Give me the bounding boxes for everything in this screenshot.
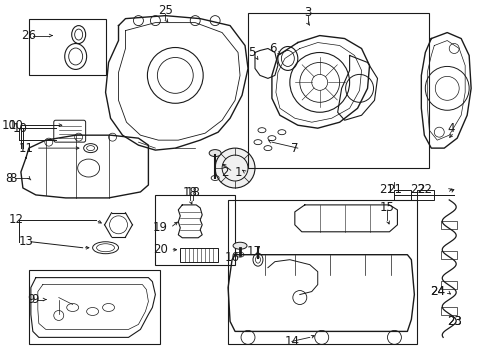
Text: 10: 10	[13, 122, 28, 135]
Bar	[440, 307, 456, 316]
Text: 9: 9	[27, 293, 34, 306]
Text: 25: 25	[158, 4, 172, 17]
Text: 14: 14	[284, 335, 299, 348]
Text: 4: 4	[447, 122, 454, 135]
Bar	[417, 190, 433, 200]
Bar	[440, 251, 456, 259]
Text: 26: 26	[21, 29, 36, 42]
Text: 18: 18	[185, 186, 200, 200]
Bar	[29, 270, 160, 345]
Text: 13: 13	[19, 235, 34, 248]
Text: 22: 22	[409, 183, 424, 196]
Bar	[440, 281, 456, 288]
Text: 9: 9	[31, 293, 38, 306]
Bar	[29, 19, 106, 75]
Bar	[247, 12, 428, 168]
Text: 23: 23	[446, 315, 461, 328]
Text: 24: 24	[429, 285, 444, 298]
Text: 18: 18	[182, 186, 197, 200]
Text: 21: 21	[378, 183, 393, 196]
Bar	[227, 200, 417, 345]
Ellipse shape	[233, 242, 246, 249]
Text: 20: 20	[152, 243, 167, 256]
Bar	[155, 195, 235, 265]
Circle shape	[215, 148, 255, 188]
Text: 12: 12	[9, 213, 24, 226]
Bar	[180, 248, 218, 262]
Text: 1: 1	[234, 166, 242, 178]
Text: 7: 7	[290, 142, 298, 155]
Text: 6: 6	[269, 42, 276, 55]
Text: 10: 10	[9, 119, 24, 132]
Text: 24: 24	[429, 285, 444, 298]
Text: 3: 3	[303, 6, 311, 19]
Text: 16: 16	[224, 251, 239, 264]
Bar	[440, 221, 456, 229]
Text: 5: 5	[248, 46, 255, 59]
Text: 22: 22	[417, 183, 431, 196]
Text: 17: 17	[246, 245, 261, 258]
Ellipse shape	[209, 150, 221, 157]
Text: 10: 10	[1, 119, 16, 132]
Text: 11: 11	[19, 142, 34, 155]
Text: 2: 2	[221, 166, 228, 178]
Text: 15: 15	[379, 201, 394, 215]
Bar	[393, 190, 410, 200]
Text: 23: 23	[446, 315, 461, 328]
Text: 8: 8	[9, 171, 16, 185]
Text: 19: 19	[152, 221, 167, 234]
Text: 8: 8	[5, 171, 13, 185]
Text: 21: 21	[386, 183, 401, 196]
